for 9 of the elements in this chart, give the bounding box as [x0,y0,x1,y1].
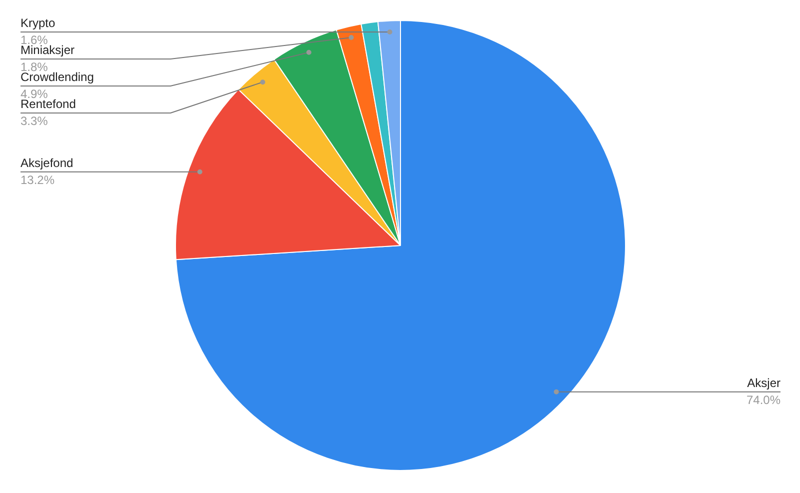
slice-label: Aksjer [747,376,781,390]
slice-label: Aksjefond [20,156,74,170]
data-label: 74.0% [746,392,781,407]
data-label: 13.2% [20,172,55,187]
data-label: 3.3% [20,114,48,128]
slice-label: Rentefond [20,97,76,112]
slice-label: Crowdlending [20,70,94,84]
slice-label: Krypto [20,16,56,30]
slice-label: Miniaksjer [20,43,75,58]
